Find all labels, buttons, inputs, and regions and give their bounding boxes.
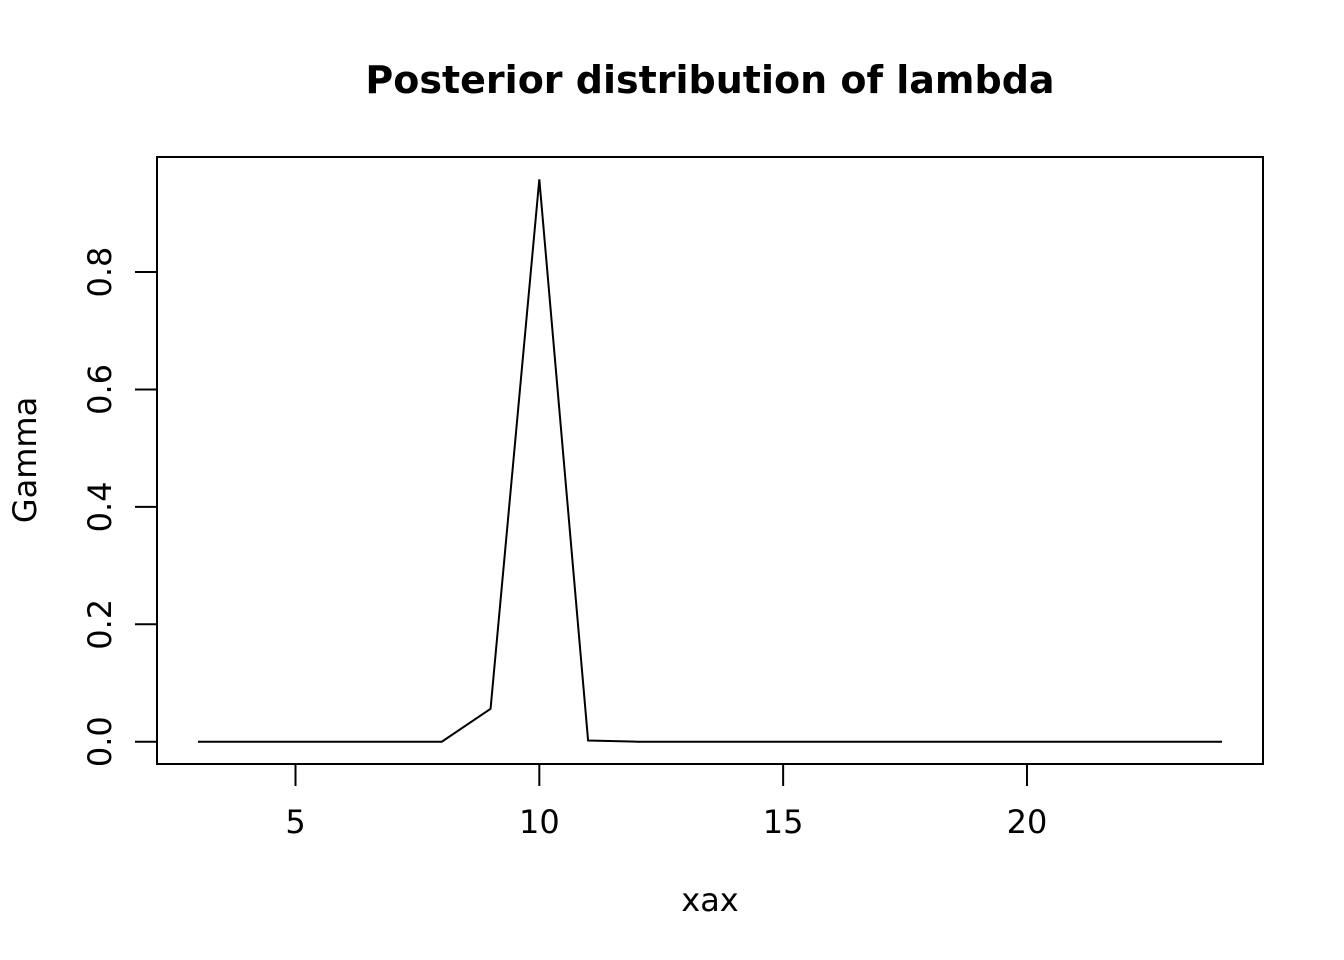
y-tick-label: 0.6 xyxy=(81,364,119,415)
y-tick-label: 0.2 xyxy=(81,599,119,650)
y-tick-label: 0.8 xyxy=(81,247,119,298)
y-tick-label: 0.0 xyxy=(81,716,119,767)
chart-title: Posterior distribution of lambda xyxy=(365,58,1054,102)
y-axis-label: Gamma xyxy=(6,397,44,523)
x-tick-label: 10 xyxy=(519,803,560,841)
x-axis-label: xax xyxy=(681,881,738,919)
plot-frame xyxy=(156,156,1264,765)
x-axis: 5 10 15 20 xyxy=(285,764,1047,841)
y-axis: 0.0 0.2 0.4 0.6 0.8 xyxy=(81,247,157,767)
x-tick-label: 5 xyxy=(285,803,305,841)
x-tick-label: 20 xyxy=(1007,803,1048,841)
x-tick-label: 15 xyxy=(763,803,804,841)
y-tick-label: 0.4 xyxy=(81,481,119,532)
series-line xyxy=(197,179,1223,743)
